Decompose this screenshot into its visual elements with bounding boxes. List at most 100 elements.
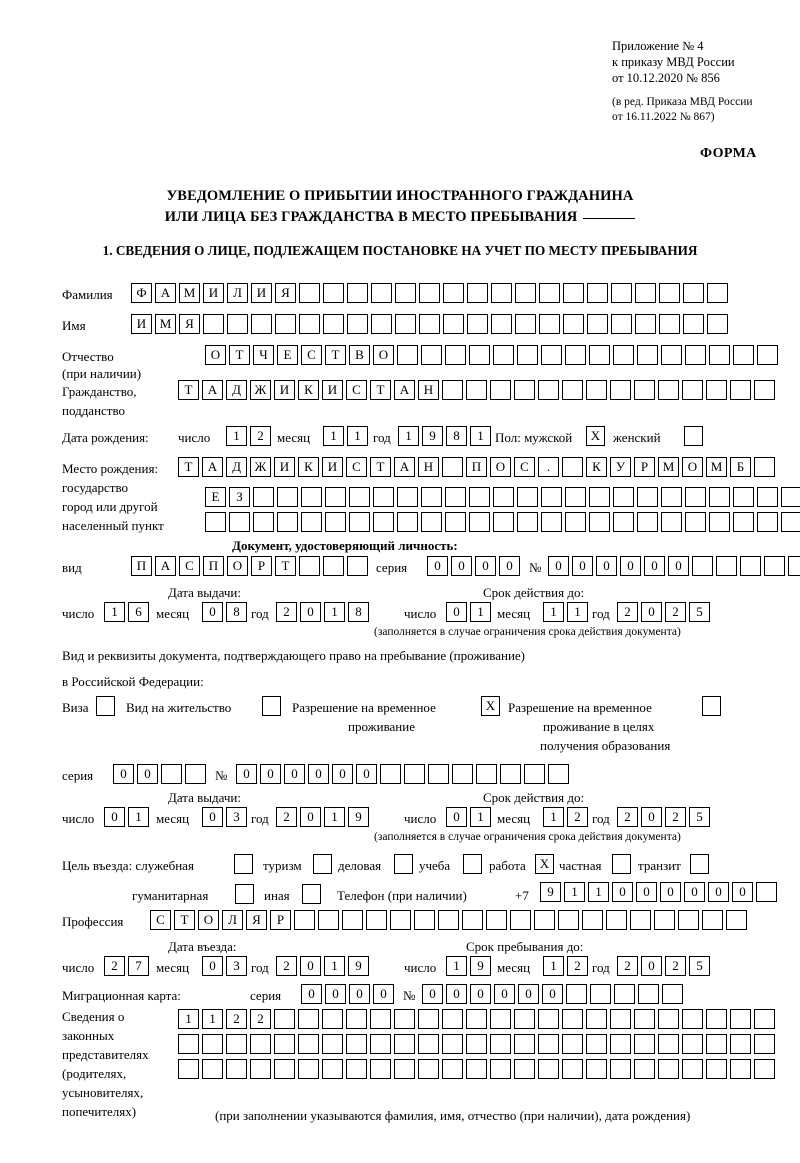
char-cell[interactable]	[274, 1059, 295, 1079]
char-cell[interactable]: Д	[226, 457, 247, 477]
char-cell[interactable]	[490, 380, 511, 400]
char-cell[interactable]	[610, 1059, 631, 1079]
char-cell[interactable]	[421, 487, 442, 507]
char-cell[interactable]: А	[394, 457, 415, 477]
char-cell[interactable]: 1	[543, 956, 564, 976]
char-cell[interactable]	[349, 512, 370, 532]
char-cell[interactable]	[322, 1059, 343, 1079]
char-cell[interactable]: 0	[548, 556, 569, 576]
char-cell[interactable]: 0	[542, 984, 563, 1004]
char-cell[interactable]	[397, 345, 418, 365]
char-cell[interactable]	[683, 314, 704, 334]
char-cell[interactable]: 1	[128, 807, 149, 827]
char-cell[interactable]: Д	[226, 380, 247, 400]
char-cell[interactable]	[469, 487, 490, 507]
sex-female-checkbox[interactable]	[684, 426, 703, 446]
char-cell[interactable]	[541, 345, 562, 365]
char-cell[interactable]	[491, 314, 512, 334]
temp-residence-checkbox[interactable]: X	[481, 696, 500, 716]
char-cell[interactable]	[227, 314, 248, 334]
char-cell[interactable]	[635, 283, 656, 303]
char-cell[interactable]: 0	[684, 882, 705, 902]
purpose-official-checkbox[interactable]	[234, 854, 253, 874]
representatives-row-2-input[interactable]	[178, 1034, 778, 1054]
char-cell[interactable]	[566, 984, 587, 1004]
char-cell[interactable]: 0	[137, 764, 158, 784]
char-cell[interactable]	[294, 910, 315, 930]
char-cell[interactable]: 0	[236, 764, 257, 784]
char-cell[interactable]: С	[514, 457, 535, 477]
char-cell[interactable]: 5	[689, 956, 710, 976]
char-cell[interactable]	[730, 1009, 751, 1029]
char-cell[interactable]	[661, 512, 682, 532]
char-cell[interactable]: 6	[128, 602, 149, 622]
char-cell[interactable]: 0	[202, 956, 223, 976]
char-cell[interactable]	[301, 487, 322, 507]
char-cell[interactable]	[346, 1034, 367, 1054]
char-cell[interactable]	[630, 910, 651, 930]
char-cell[interactable]: И	[131, 314, 152, 334]
char-cell[interactable]: 1	[398, 426, 419, 446]
char-cell[interactable]: 0	[301, 984, 322, 1004]
char-cell[interactable]	[346, 1009, 367, 1029]
char-cell[interactable]	[702, 910, 723, 930]
char-cell[interactable]	[524, 764, 545, 784]
char-cell[interactable]: 0	[349, 984, 370, 1004]
char-cell[interactable]: 1	[470, 602, 491, 622]
char-cell[interactable]	[202, 1034, 223, 1054]
char-cell[interactable]: 0	[422, 984, 443, 1004]
char-cell[interactable]	[371, 283, 392, 303]
char-cell[interactable]: 2	[276, 956, 297, 976]
char-cell[interactable]: 0	[104, 807, 125, 827]
char-cell[interactable]	[610, 1034, 631, 1054]
char-cell[interactable]: А	[155, 556, 176, 576]
char-cell[interactable]	[419, 314, 440, 334]
char-cell[interactable]	[589, 345, 610, 365]
char-cell[interactable]	[476, 764, 497, 784]
char-cell[interactable]	[467, 314, 488, 334]
char-cell[interactable]	[685, 345, 706, 365]
char-cell[interactable]: 2	[665, 602, 686, 622]
char-cell[interactable]: Б	[730, 457, 751, 477]
char-cell[interactable]	[418, 1009, 439, 1029]
char-cell[interactable]	[709, 487, 730, 507]
char-cell[interactable]	[370, 1034, 391, 1054]
edu-residence-checkbox[interactable]	[702, 696, 721, 716]
char-cell[interactable]: Ж	[250, 457, 271, 477]
char-cell[interactable]: О	[373, 345, 394, 365]
char-cell[interactable]: 2	[226, 1009, 247, 1029]
char-cell[interactable]	[611, 314, 632, 334]
char-cell[interactable]: 0	[499, 556, 520, 576]
char-cell[interactable]: 2	[617, 956, 638, 976]
char-cell[interactable]: Я	[275, 283, 296, 303]
char-cell[interactable]	[541, 487, 562, 507]
char-cell[interactable]: 1	[347, 426, 368, 446]
char-cell[interactable]	[706, 1034, 727, 1054]
char-cell[interactable]	[515, 283, 536, 303]
char-cell[interactable]: М	[658, 457, 679, 477]
char-cell[interactable]	[682, 1059, 703, 1079]
char-cell[interactable]	[514, 1034, 535, 1054]
char-cell[interactable]	[562, 457, 583, 477]
char-cell[interactable]	[161, 764, 182, 784]
char-cell[interactable]: 1	[446, 956, 467, 976]
char-cell[interactable]	[428, 764, 449, 784]
char-cell[interactable]	[606, 910, 627, 930]
char-cell[interactable]	[754, 380, 775, 400]
char-cell[interactable]	[730, 380, 751, 400]
char-cell[interactable]	[635, 314, 656, 334]
char-cell[interactable]: О	[227, 556, 248, 576]
char-cell[interactable]	[366, 910, 387, 930]
char-cell[interactable]: 2	[104, 956, 125, 976]
char-cell[interactable]	[390, 910, 411, 930]
char-cell[interactable]: К	[298, 380, 319, 400]
char-cell[interactable]	[613, 345, 634, 365]
char-cell[interactable]	[318, 910, 339, 930]
char-cell[interactable]: 2	[567, 956, 588, 976]
